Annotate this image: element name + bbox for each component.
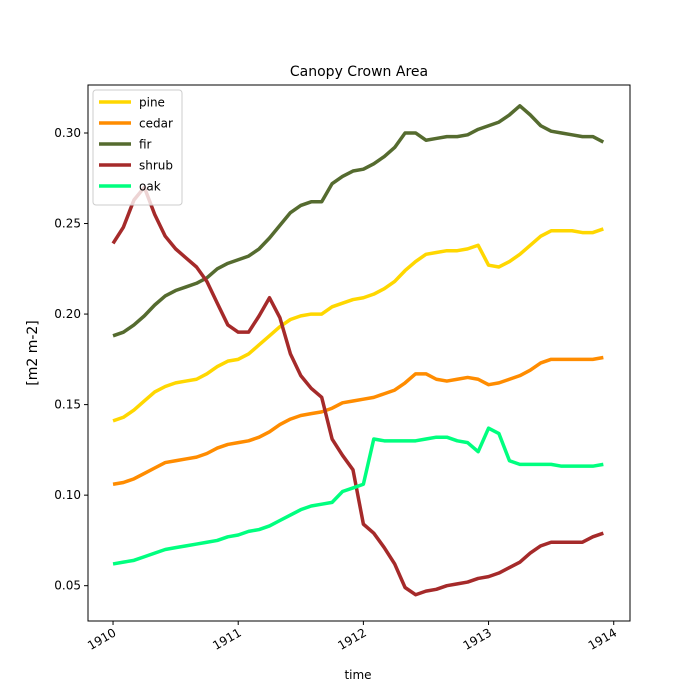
y-tick-label: 0.30 <box>54 126 81 140</box>
chart-title: Canopy Crown Area <box>290 64 428 80</box>
legend-label-oak: oak <box>139 180 161 194</box>
series-line-fir <box>112 104 605 338</box>
legend-box <box>92 89 183 206</box>
series-line-oak <box>112 426 604 566</box>
y-tick-label: 0.15 <box>54 398 81 412</box>
x-tick-label: 1910 <box>85 625 118 652</box>
legend-label-shrub: shrub <box>139 159 173 173</box>
x-axis-label: time <box>344 668 371 682</box>
x-tick-label: 1912 <box>335 625 368 652</box>
legend-label-pine: pine <box>139 96 165 110</box>
legend-label-cedar: cedar <box>139 117 173 131</box>
x-tick-label: 1914 <box>586 625 619 652</box>
y-tick-label: 0.05 <box>54 579 81 593</box>
y-tick-label: 0.20 <box>54 307 81 321</box>
series-layer <box>111 104 605 597</box>
y-axis: 0.05 0.10 0.15 0.20 0.25 0.30 <box>54 126 88 593</box>
plot-frame <box>87 84 631 622</box>
x-axis: 1910 1911 1912 1913 1914 <box>85 621 619 653</box>
y-tick-label: 0.25 <box>54 217 81 231</box>
y-axis-label: [m2 m-2] <box>25 320 41 386</box>
x-tick-label: 1913 <box>461 625 494 652</box>
legend: pine cedar fir shrub oak <box>92 89 183 206</box>
series-line-shrub <box>111 185 604 597</box>
series-line-cedar <box>112 355 604 487</box>
series-line-pine <box>112 227 604 423</box>
y-tick-label: 0.10 <box>54 488 81 502</box>
legend-label-fir: fir <box>139 138 152 152</box>
x-tick-label: 1911 <box>210 625 243 652</box>
